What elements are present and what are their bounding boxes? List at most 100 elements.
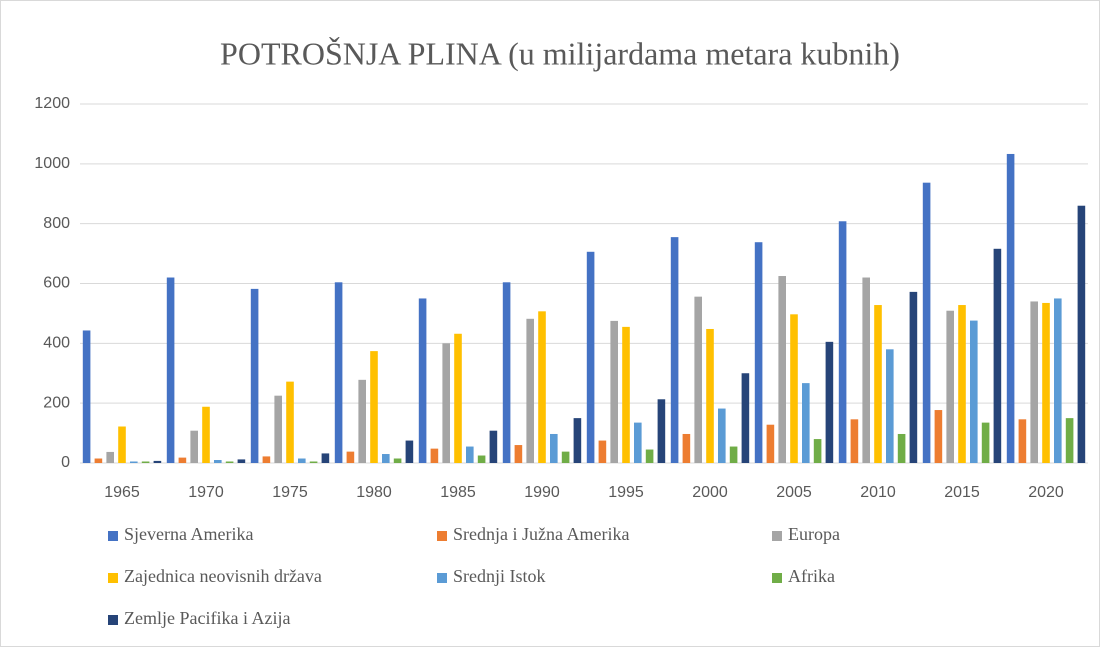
legend-swatch [108,615,118,625]
x-tick-label: 2000 [692,484,728,501]
bar [1054,298,1062,463]
bar [358,379,366,463]
bar [489,430,498,463]
bar [790,314,798,463]
bar [286,381,294,463]
x-tick-label: 1980 [356,484,392,501]
x-tick-label: 1965 [104,484,140,501]
bar [1018,419,1027,463]
bar [153,460,162,463]
bar [657,399,666,463]
chart-title: POTROŠNJA PLINA (u milijardama metara ku… [220,35,900,71]
bar [598,440,607,463]
bar [321,453,330,463]
bar [274,395,282,463]
bar [202,406,210,463]
legend-swatch [437,531,447,541]
bar [634,422,642,463]
bar [886,349,894,463]
legend-swatch [772,573,782,583]
y-tick-label: 400 [43,335,70,352]
bar [838,221,847,463]
bar [262,456,271,463]
bar [934,410,943,463]
bar [334,282,343,463]
x-tick-label: 1985 [440,484,476,501]
bar [106,451,114,463]
bar [382,454,390,463]
legend-label: Zemlje Pacifika i Azija [124,608,290,628]
y-tick-label: 0 [61,454,70,471]
bar [514,445,523,463]
x-tick-label: 2005 [776,484,812,501]
bar [141,461,150,463]
y-tick-label: 1200 [34,95,70,112]
y-tick-label: 800 [43,215,70,232]
legend-swatch [108,531,118,541]
bar [1077,205,1086,463]
bar [346,451,355,463]
bar [298,458,306,463]
legend-label: Sjeverna Amerika [124,524,253,544]
y-tick-label: 600 [43,275,70,292]
y-tick-label: 1000 [34,155,70,172]
bar [225,461,234,463]
bar [477,455,486,463]
bar [981,422,990,463]
bar [682,433,691,463]
bar [741,373,750,463]
bar [670,237,679,463]
x-tick-label: 2020 [1028,484,1064,501]
legend-label: Afrika [788,566,835,586]
bar [190,430,198,463]
bar [586,251,595,463]
x-tick-label: 1995 [608,484,644,501]
bar [1065,418,1074,463]
bar [538,311,546,463]
bar [82,330,91,463]
bar [550,433,558,463]
bar [766,424,775,463]
bar [237,459,246,463]
bar [706,328,714,463]
bar [802,383,810,463]
bar [694,296,702,463]
x-tick-label: 2010 [860,484,896,501]
legend-swatch [437,573,447,583]
bar [862,277,870,463]
y-tick-label: 200 [43,394,70,411]
legend-swatch [772,531,782,541]
bar [393,458,402,463]
bar [1042,302,1050,463]
x-tick-label: 2015 [944,484,980,501]
bar [874,305,882,463]
bar [1006,153,1015,464]
bar [970,320,978,463]
bar [430,448,439,463]
bar [610,320,618,463]
bar [754,242,763,463]
bar [813,439,822,463]
bar [1030,301,1038,463]
bar [729,446,738,463]
bar [370,351,378,463]
bar [622,326,630,463]
legend-label: Srednji Istok [453,566,546,586]
bar [502,282,511,463]
x-tick-label: 1990 [524,484,560,501]
bar [94,458,103,463]
bar [946,310,954,463]
bar [130,461,138,463]
bar [718,408,726,463]
bar [118,426,126,463]
bar [178,457,187,463]
bar [922,182,931,463]
bar [418,298,427,463]
bar [573,418,582,463]
x-tick-label: 1970 [188,484,224,501]
bar [825,341,834,463]
bar [909,291,918,463]
bar [526,318,534,463]
bar [645,449,654,463]
x-tick-label: 1975 [272,484,308,501]
